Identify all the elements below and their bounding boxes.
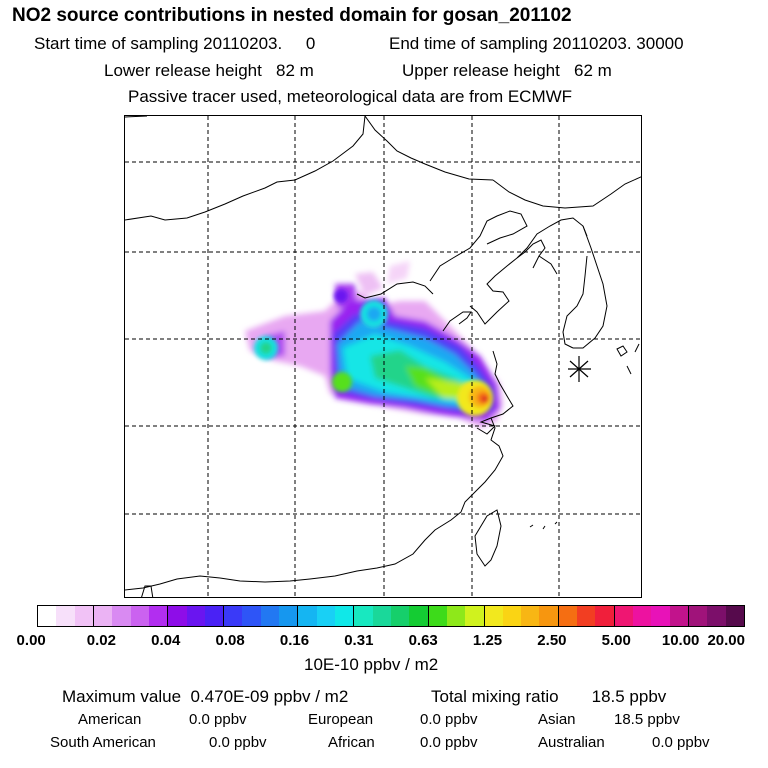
- colorbar-segment: [521, 606, 540, 626]
- lower-release-height: Lower release height 82 m: [104, 61, 314, 80]
- colorbar-segment: [633, 606, 652, 626]
- colorbar-segment: [539, 606, 559, 626]
- colorbar-ticks: 0.00 0.02 0.04 0.08 0.16 0.31 0.63 1.25 2.50 5.00…: [0, 632, 768, 652]
- colorbar-segment: [446, 606, 466, 626]
- colorbar-segment: [484, 606, 503, 626]
- colorbar-segment: [130, 606, 149, 626]
- colorbar: [37, 605, 745, 627]
- colorbar-tick-label: 0.02: [86, 632, 116, 649]
- colorbar-unit: 10E-10 ppbv / m2: [304, 655, 439, 674]
- colorbar-segment: [168, 606, 187, 626]
- colorbar-segment: [112, 606, 131, 626]
- end-time: End time of sampling 20110203. 30000: [389, 34, 684, 53]
- colorbar-tick-label: 20.00: [707, 632, 745, 649]
- colorbar-tick-label: 0.63: [408, 632, 438, 649]
- region-value-american: 0.0 ppbv: [189, 711, 247, 728]
- colorbar-segment: [707, 606, 726, 626]
- colorbar-segment: [260, 606, 280, 626]
- colorbar-segment: [725, 606, 744, 626]
- colorbar-tick-label: 5.00: [601, 632, 631, 649]
- colorbar-segment: [372, 606, 391, 626]
- colorbar-tick-label: 1.25: [472, 632, 503, 649]
- region-value-african: 0.0 ppbv: [420, 734, 478, 751]
- map-panel: [124, 115, 642, 598]
- colorbar-segment: [651, 606, 670, 626]
- maximum-value: Maximum value 0.470E-09 ppbv / m2: [62, 687, 349, 706]
- colorbar-segment: [465, 606, 485, 626]
- colorbar-segment: [204, 606, 225, 626]
- asterisk-icon: [568, 356, 591, 382]
- region-label-south-american: South American: [50, 734, 156, 751]
- colorbar-segment: [242, 606, 261, 626]
- colorbar-tick-label: 2.50: [537, 632, 567, 649]
- colorbar-tick-label: 0.08: [215, 632, 245, 649]
- colorbar-segment: [595, 606, 615, 626]
- colorbar-segment: [186, 606, 205, 626]
- region-value-asian: 18.5 ppbv: [614, 711, 680, 728]
- tracer-note: Passive tracer used, meteorological data…: [128, 87, 573, 106]
- colorbar-segment: [354, 606, 373, 626]
- region-label-african: African: [328, 734, 375, 751]
- region-label-european: European: [308, 711, 374, 728]
- concentration-hotspot: [254, 289, 493, 416]
- colorbar-segment: [279, 606, 299, 626]
- colorbar-segment: [688, 606, 708, 626]
- colorbar-segment: [577, 606, 596, 626]
- region-value-australian: 0.0 ppbv: [652, 734, 710, 751]
- map-canvas: [125, 116, 641, 597]
- upper-release-height: Upper release height 62 m: [402, 61, 612, 80]
- colorbar-segment: [38, 606, 57, 626]
- colorbar-tick-label: 0.31: [344, 632, 374, 649]
- colorbar-segment: [390, 606, 410, 626]
- colorbar-segment: [93, 606, 113, 626]
- colorbar-segment: [409, 606, 429, 626]
- colorbar-segment: [224, 606, 243, 626]
- region-label-asian: Asian: [538, 711, 576, 728]
- concentration-plume: [245, 261, 503, 428]
- colorbar-segment: [428, 606, 447, 626]
- colorbar-segment: [298, 606, 317, 626]
- region-label-american: American: [78, 711, 142, 728]
- colorbar-segment: [74, 606, 94, 626]
- region-label-australian: Australian: [538, 734, 605, 751]
- colorbar-segment: [502, 606, 522, 626]
- colorbar-segment: [56, 606, 75, 626]
- region-value-south-american: 0.0 ppbv: [209, 734, 267, 751]
- colorbar-segment: [669, 606, 689, 626]
- colorbar-tick-label: 0.00: [16, 632, 46, 649]
- region-value-european: 0.0 ppbv: [420, 711, 478, 728]
- colorbar-segment: [148, 606, 169, 626]
- colorbar-tick-label: 0.16: [279, 632, 310, 649]
- colorbar-segment: [316, 606, 335, 626]
- gridlines: [125, 116, 641, 597]
- colorbar-tick-label: 10.00: [661, 632, 700, 649]
- total-mixing-ratio: Total mixing ratio 18.5 ppbv: [431, 687, 667, 706]
- colorbar-segment: [335, 606, 355, 626]
- chart-title: NO2 source contributions in nested domai…: [12, 5, 572, 26]
- colorbar-segment: [614, 606, 633, 626]
- colorbar-segment: [558, 606, 578, 626]
- colorbar-tick-label: 0.04: [151, 632, 181, 649]
- start-time: Start time of sampling 20110203. 0: [34, 34, 316, 53]
